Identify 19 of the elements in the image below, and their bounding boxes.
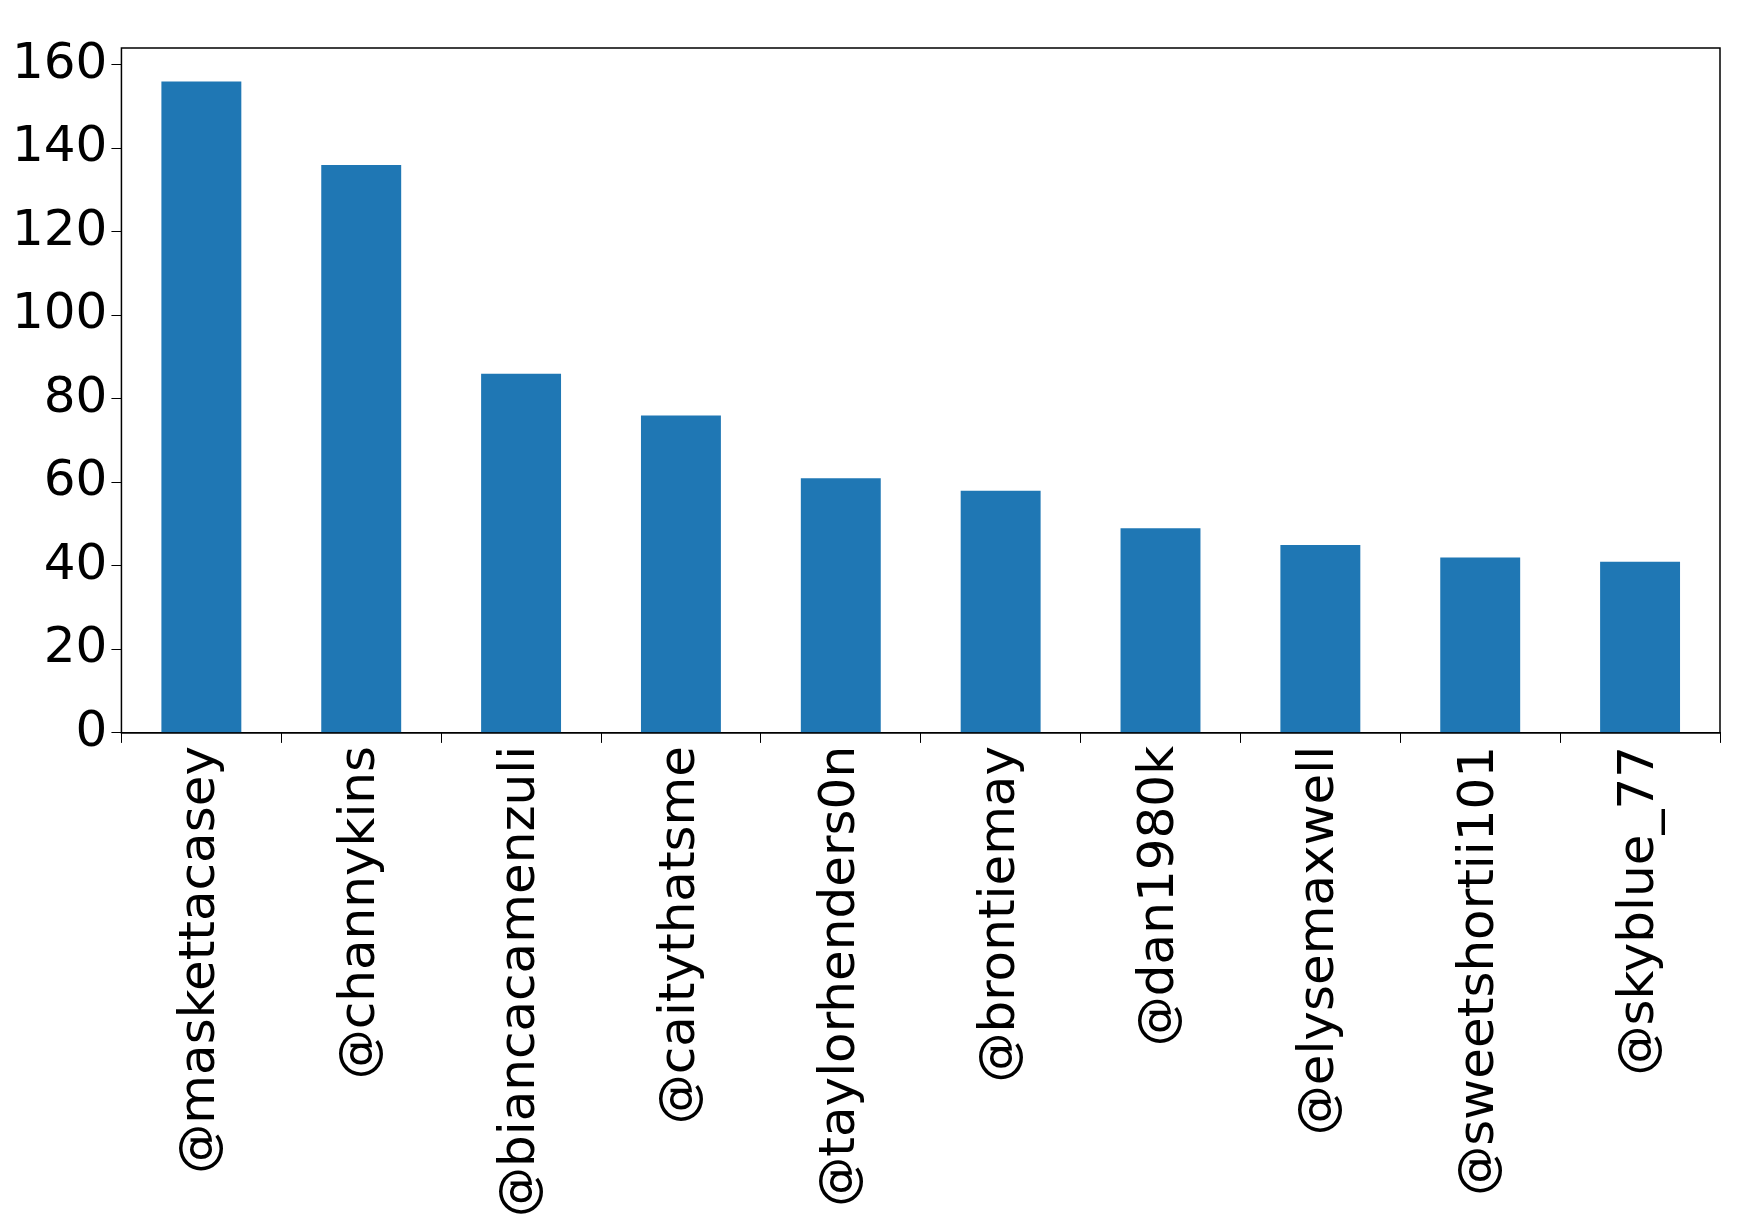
y-tick-label: 0 — [75, 699, 108, 758]
x-tick-label: @brontiemay — [967, 745, 1026, 1083]
x-tick-label: @biancacamenzuli — [488, 745, 547, 1217]
y-tick-label: 60 — [43, 449, 108, 508]
y-tick-label: 120 — [12, 198, 108, 257]
x-tick-label: @skyblue_77 — [1607, 745, 1666, 1076]
x-tick-label: @maskettacasey — [168, 745, 227, 1174]
x-tick-label: @taylorhenders0n — [807, 745, 866, 1207]
y-tick-label: 100 — [12, 282, 108, 341]
x-tick-label: @elysemaxwell — [1287, 745, 1346, 1136]
y-tick-label: 140 — [12, 115, 108, 174]
x-tick-label: @sweetshortii101 — [1447, 745, 1506, 1196]
y-tick-label: 20 — [43, 616, 108, 675]
y-tick-label: 40 — [43, 532, 108, 591]
x-tick-label: @caitythatsme — [647, 745, 706, 1125]
x-tick-label: @dan1980k — [1127, 745, 1186, 1047]
y-tick-label: 80 — [43, 365, 108, 424]
y-tick-label: 160 — [12, 31, 108, 90]
x-tick-label: @channykins — [328, 745, 387, 1080]
